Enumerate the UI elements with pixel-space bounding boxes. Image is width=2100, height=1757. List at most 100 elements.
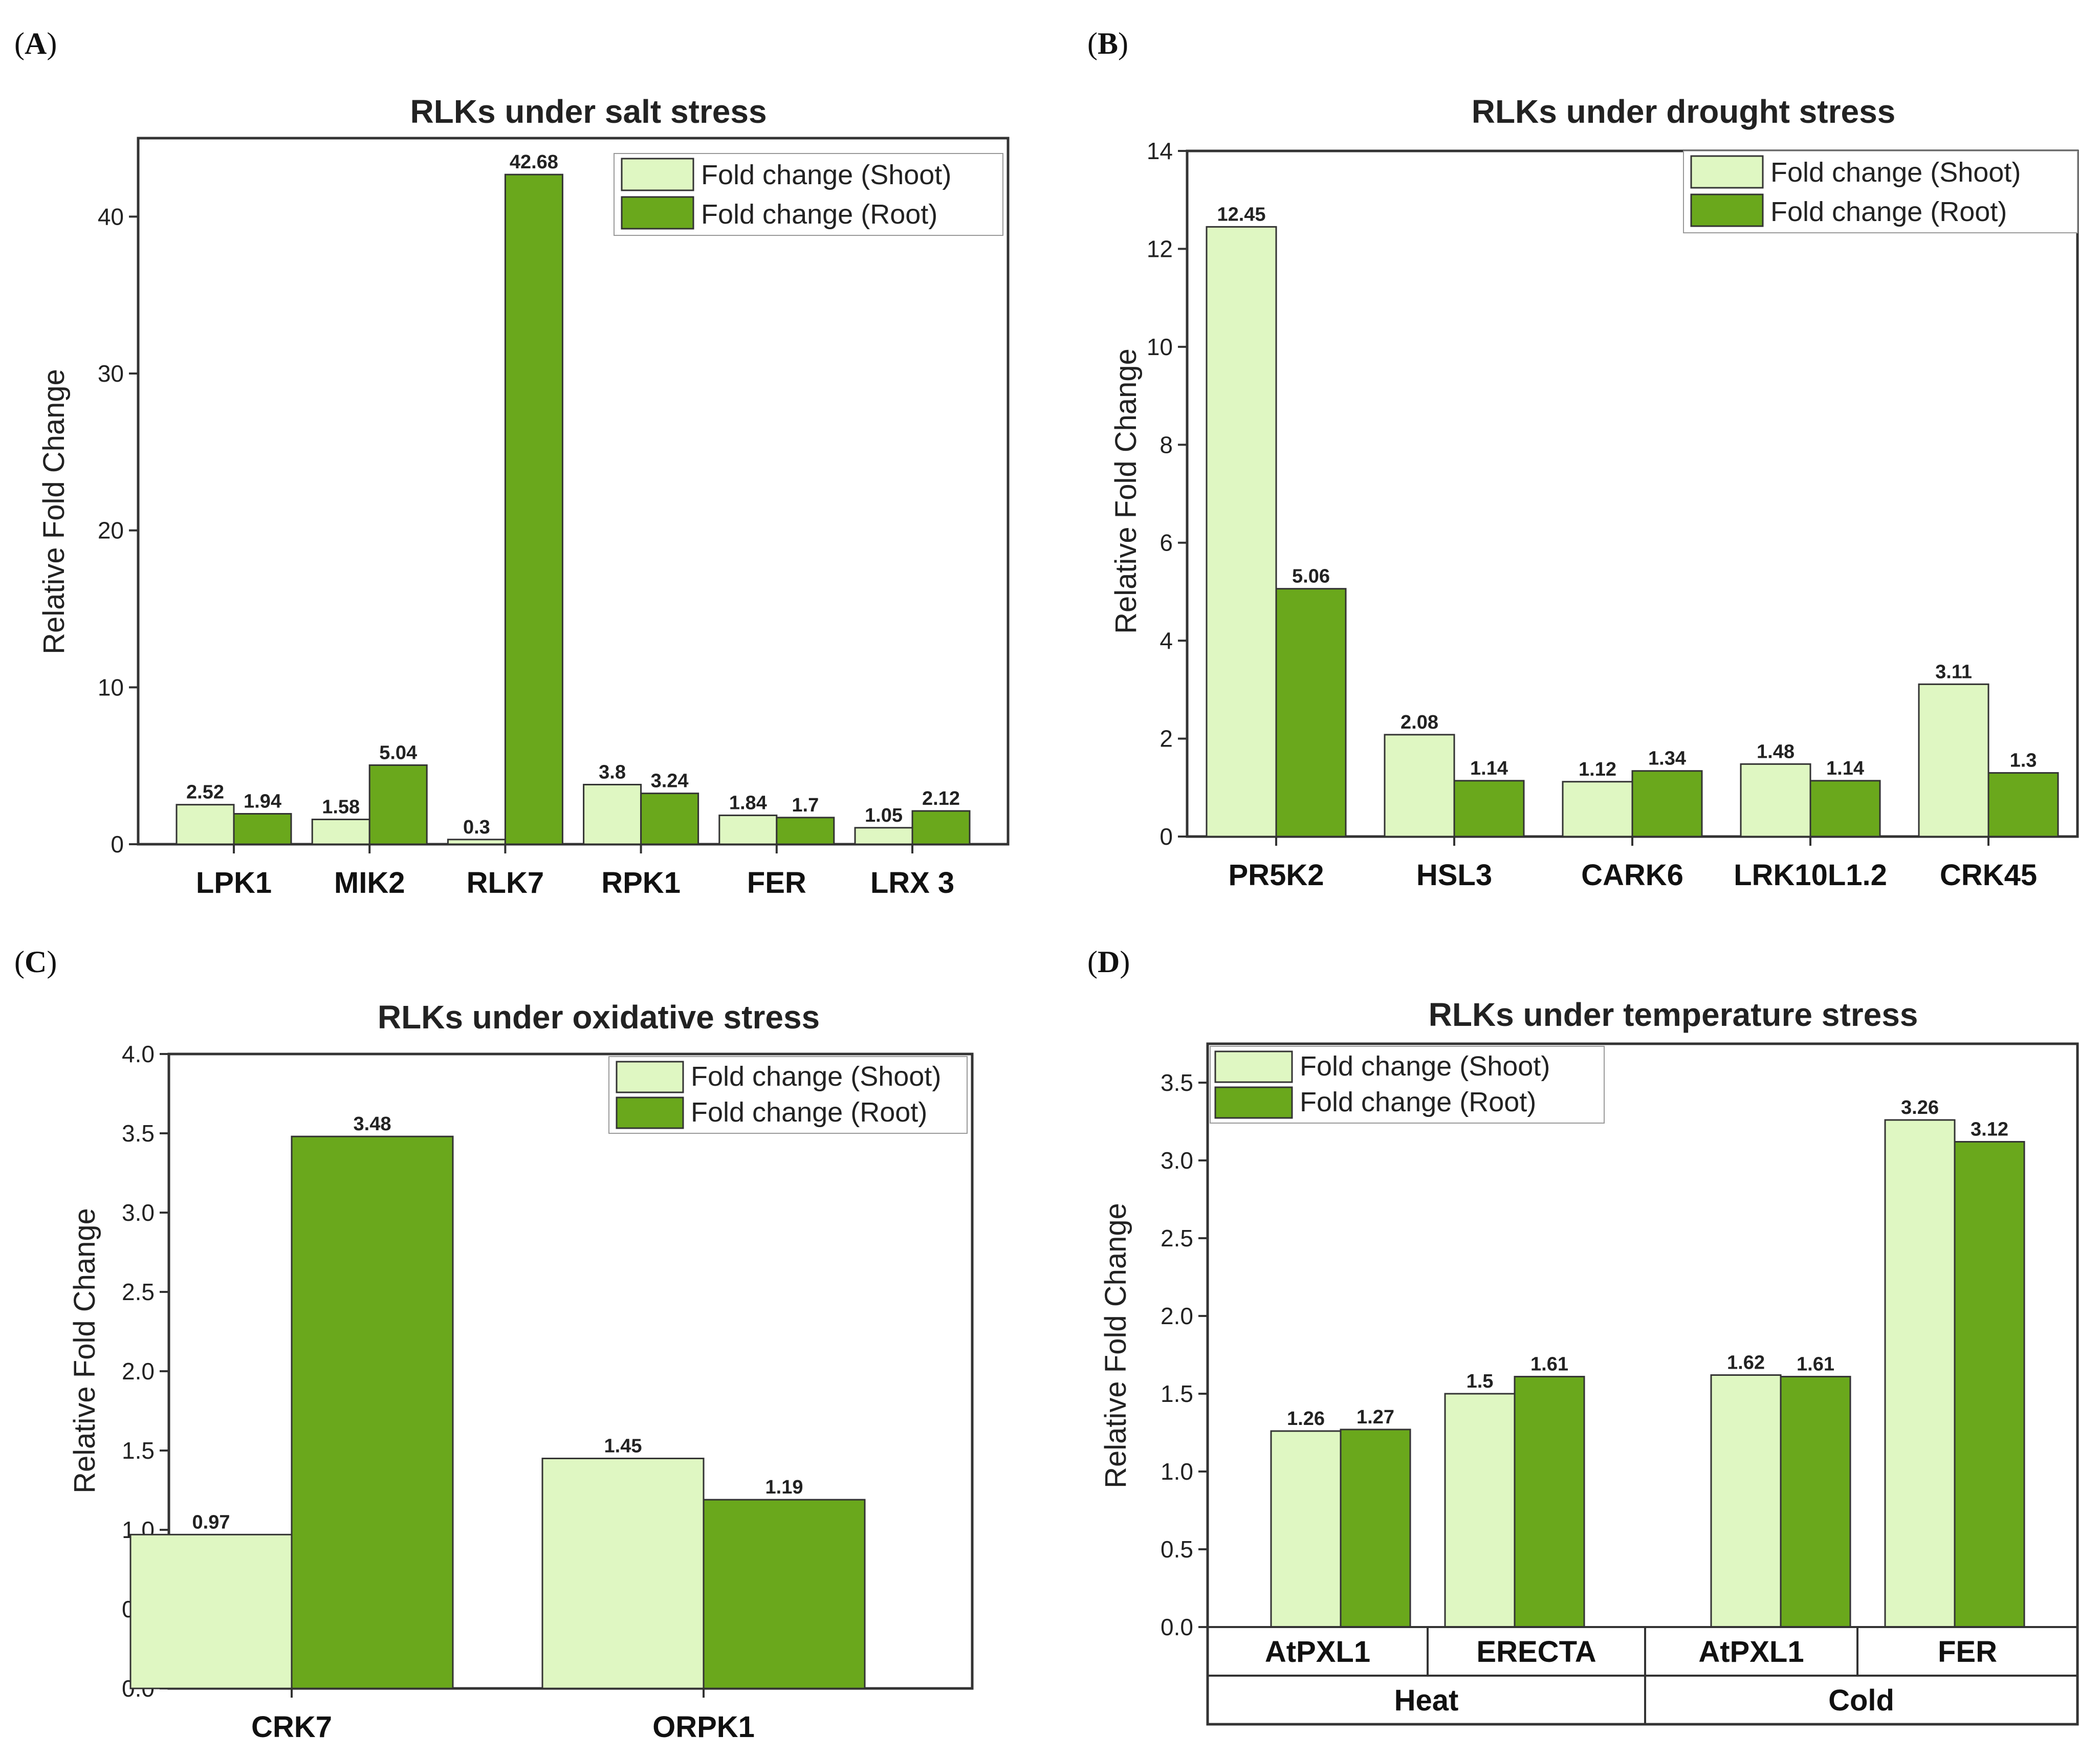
- data-label: 1.45: [604, 1436, 642, 1457]
- bar-root: [1340, 1429, 1411, 1628]
- x-tick-label: FER: [1938, 1635, 1997, 1668]
- x-tick-label: HSL3: [1416, 859, 1492, 892]
- chart-title-c: RLKs under oxidative stress: [378, 999, 820, 1036]
- y-tick-label: 1.5: [122, 1437, 155, 1464]
- bar-root: [1954, 1141, 2025, 1628]
- y-tick-label: 4: [1160, 627, 1173, 654]
- data-label: 3.24: [651, 771, 689, 792]
- legend-swatch-shoot-c: [616, 1061, 684, 1093]
- data-label: 1.27: [1357, 1407, 1394, 1428]
- bar-shoot: [1270, 1430, 1342, 1628]
- data-label: 3.8: [599, 761, 626, 783]
- data-label: 1.05: [865, 805, 903, 826]
- legend-d: Fold change (Shoot) Fold change (Root): [1210, 1046, 1605, 1124]
- bar-shoot: [447, 839, 506, 845]
- data-label: 1.62: [1727, 1352, 1765, 1374]
- bar-shoot: [541, 1458, 705, 1689]
- legend-label-shoot-d: Fold change (Shoot): [1300, 1051, 1550, 1082]
- legend-label-shoot-b: Fold change (Shoot): [1770, 157, 2021, 188]
- data-label: 1.14: [1826, 758, 1864, 779]
- data-label: 1.3: [2010, 750, 2037, 772]
- data-label: 0.3: [463, 817, 490, 838]
- legend-swatch-shoot-d: [1214, 1050, 1293, 1083]
- bar-shoot: [1740, 763, 1811, 838]
- bar-root: [504, 173, 563, 845]
- data-label: 1.7: [792, 795, 819, 816]
- bar-shoot: [1562, 781, 1633, 838]
- legend-swatch-root-a: [621, 196, 694, 230]
- data-label: 5.06: [1292, 566, 1330, 587]
- y-tick-label: 3.0: [1161, 1147, 1193, 1174]
- y-tick-label: 2.0: [1161, 1303, 1193, 1329]
- bars-d: 0.0 0.5 1.0 1.5 2.0 2.5 3.0 3.5 1.26 1.27 1.5 1.61 1…: [1161, 1069, 2077, 1724]
- y-tick-label: 1.5: [1161, 1380, 1193, 1407]
- x-tick-label: MIK2: [334, 866, 405, 899]
- data-label: 42.68: [510, 151, 558, 173]
- y-tick-label: 0: [111, 831, 124, 858]
- legend-label-shoot-c: Fold change (Shoot): [691, 1061, 941, 1092]
- data-label: 1.61: [1797, 1354, 1834, 1375]
- bars-c: 0.00.51.01.52.02.53.03.54.00.973.48CRK71…: [122, 1041, 866, 1744]
- x-tick-label: ORPK1: [652, 1710, 755, 1744]
- data-label: 1.34: [1648, 748, 1686, 770]
- bar-root: [1631, 770, 1703, 838]
- data-label: 2.08: [1401, 712, 1438, 733]
- bar-root: [911, 810, 971, 845]
- bar-root: [776, 817, 835, 845]
- y-tick-label: 10: [98, 674, 124, 700]
- y-axis-label-a: Relative Fold Change: [37, 369, 71, 654]
- bar-shoot: [1918, 683, 1989, 838]
- y-tick-label: 0.0: [1161, 1614, 1193, 1640]
- x-tick-label: AtPXL1: [1265, 1635, 1370, 1668]
- x-tick-label: AtPXL1: [1698, 1635, 1804, 1668]
- x-tick-label: LRK10L1.2: [1734, 859, 1887, 892]
- y-tick-label: 40: [98, 203, 124, 230]
- x-tick-label: FER: [747, 866, 806, 899]
- x-tick-label: CRK45: [1940, 859, 2037, 892]
- legend-label-root-c: Fold change (Root): [691, 1097, 927, 1128]
- data-label: 1.14: [1470, 758, 1508, 779]
- y-tick-label: 3.5: [1161, 1069, 1193, 1096]
- data-label: 5.04: [379, 742, 417, 763]
- bar-root: [368, 764, 428, 845]
- data-label: 2.52: [186, 782, 224, 803]
- chart-title-a: RLKs under salt stress: [410, 93, 767, 130]
- bar-shoot: [1710, 1374, 1782, 1628]
- panel-b: (B) RLKs under drought stress Relative F…: [1087, 27, 2079, 892]
- bar-shoot: [1444, 1393, 1516, 1628]
- y-axis-label-b: Relative Fold Change: [1109, 348, 1143, 634]
- legend-c: Fold change (Shoot) Fold change (Root): [608, 1056, 968, 1134]
- bar-root: [703, 1499, 866, 1689]
- legend-label-root-d: Fold change (Root): [1300, 1087, 1536, 1117]
- y-tick-label: 2: [1160, 726, 1173, 752]
- y-tick-label: 2.5: [122, 1279, 155, 1305]
- bar-shoot: [1206, 226, 1277, 838]
- panel-letter-d: (D): [1087, 945, 1130, 979]
- bars-b: 0 2 4 6 8 10 12 14 12.45 5.06 PR5K2 2.08 1.14 HSL3 1.1…: [1147, 138, 2059, 892]
- data-label: 1.84: [729, 793, 767, 814]
- x-tick-label: ERECTA: [1476, 1635, 1596, 1668]
- data-label: 3.48: [354, 1113, 391, 1135]
- y-axis-label-d: Relative Fold Change: [1099, 1203, 1132, 1488]
- y-tick-label: 10: [1147, 334, 1173, 360]
- legend-label-shoot-a: Fold change (Shoot): [701, 160, 951, 190]
- data-label: 0.97: [192, 1511, 230, 1533]
- bar-root: [291, 1135, 454, 1689]
- data-label: 1.58: [322, 797, 360, 818]
- y-tick-label: 8: [1160, 431, 1173, 458]
- y-tick-label: 4.0: [122, 1041, 155, 1067]
- data-label: 1.12: [1579, 759, 1616, 780]
- bar-root: [1275, 588, 1347, 838]
- y-tick-label: 6: [1160, 530, 1173, 556]
- legend-swatch-root-d: [1214, 1086, 1293, 1119]
- plot-frame-d: [1206, 1042, 2079, 1726]
- y-tick-label: 20: [98, 517, 124, 544]
- data-label: 1.61: [1530, 1354, 1568, 1375]
- legend-swatch-shoot-b: [1690, 155, 1764, 189]
- bar-root: [1809, 780, 1881, 838]
- x-tick-label: LRX 3: [870, 866, 954, 899]
- bar-root: [1453, 780, 1525, 838]
- legend-b: Fold change (Shoot) Fold change (Root): [1683, 150, 2078, 233]
- y-tick-label: 3.5: [122, 1120, 155, 1147]
